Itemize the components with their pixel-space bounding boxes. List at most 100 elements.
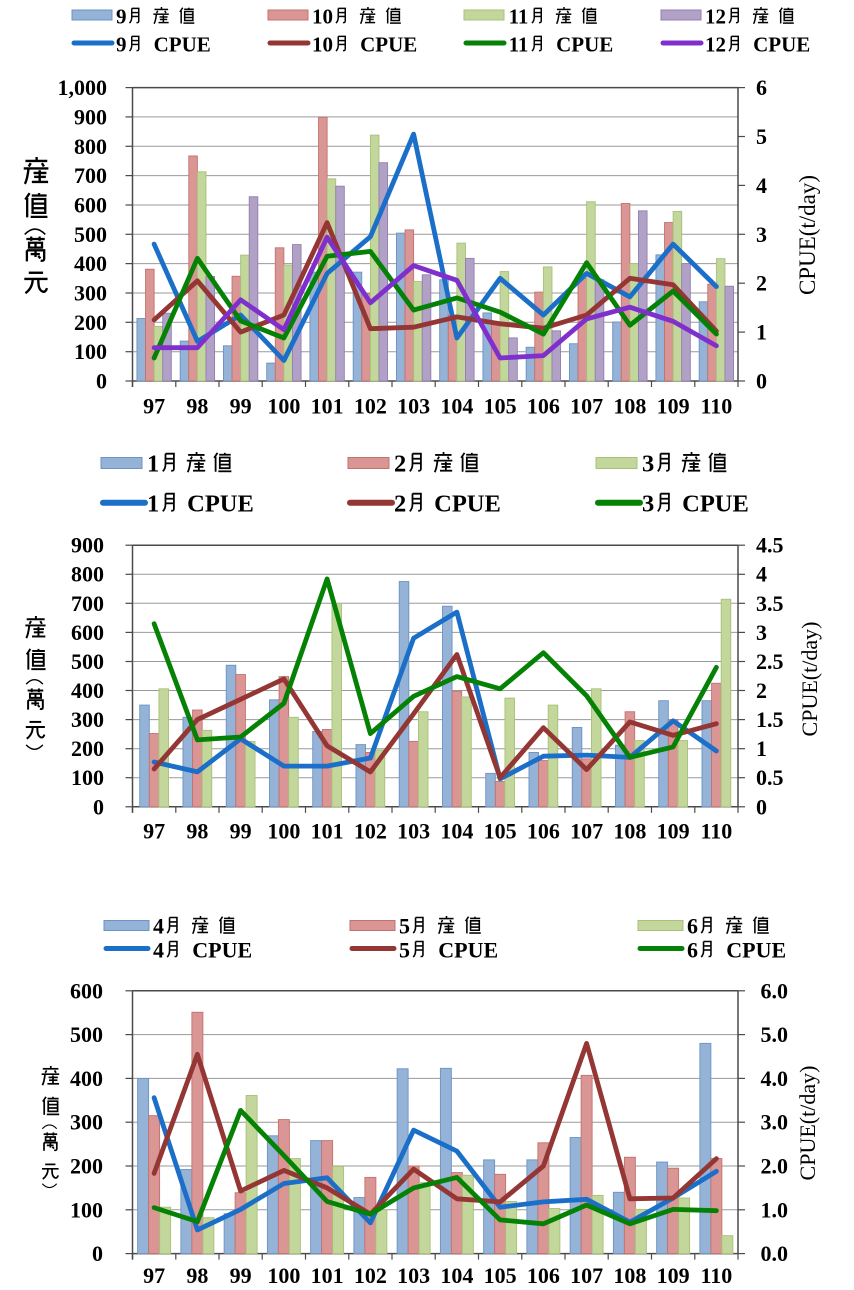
svg-text:102: 102 [354, 394, 387, 419]
svg-text:108: 108 [613, 394, 646, 419]
svg-text:CPUE: CPUE [192, 937, 252, 962]
svg-text:0: 0 [96, 369, 107, 394]
svg-text:3: 3 [756, 222, 767, 247]
svg-text:2: 2 [394, 451, 406, 478]
svg-text:97: 97 [143, 819, 165, 844]
svg-text:CPUE: CPUE [753, 33, 810, 57]
svg-text:100: 100 [70, 1197, 103, 1222]
svg-text:100: 100 [267, 1263, 300, 1288]
svg-text:4.5: 4.5 [756, 533, 784, 558]
svg-text:110: 110 [701, 394, 733, 419]
svg-text:108: 108 [613, 819, 646, 844]
svg-text:110: 110 [701, 819, 733, 844]
svg-text:CPUE: CPUE [726, 937, 786, 962]
svg-text:104: 104 [440, 394, 473, 419]
svg-text:5: 5 [399, 937, 410, 962]
svg-text:CPUE: CPUE [434, 491, 501, 518]
svg-text:CPUE(t/day): CPUE(t/day) [795, 1066, 820, 1181]
svg-text:CPUE(t/day): CPUE(t/day) [795, 175, 820, 295]
svg-text:99: 99 [230, 1263, 252, 1288]
svg-text:0: 0 [93, 794, 104, 819]
svg-text:12: 12 [705, 33, 726, 57]
svg-text:105: 105 [484, 394, 517, 419]
svg-text:1.5: 1.5 [756, 707, 784, 732]
svg-text:100: 100 [267, 819, 300, 844]
svg-text:110: 110 [701, 1263, 733, 1288]
svg-text:109: 109 [657, 394, 690, 419]
svg-text:12: 12 [705, 4, 726, 28]
svg-text:800: 800 [74, 134, 107, 159]
svg-text:105: 105 [484, 1263, 517, 1288]
svg-text:99: 99 [230, 394, 252, 419]
svg-text:4: 4 [756, 173, 767, 198]
svg-text:109: 109 [657, 1263, 690, 1288]
svg-text:10: 10 [312, 4, 333, 28]
svg-text:2.0: 2.0 [761, 1154, 789, 1179]
svg-text:3: 3 [642, 491, 654, 518]
svg-text:4.0: 4.0 [761, 1066, 789, 1091]
svg-text:CPUE: CPUE [360, 33, 417, 57]
svg-text:6.0: 6.0 [761, 978, 789, 1003]
svg-text:0.5: 0.5 [756, 765, 784, 790]
svg-text:100: 100 [74, 339, 107, 364]
svg-text:4: 4 [153, 913, 164, 938]
svg-text:300: 300 [70, 1110, 103, 1135]
svg-text:200: 200 [70, 1154, 103, 1179]
svg-text:97: 97 [143, 394, 165, 419]
svg-text:102: 102 [354, 819, 387, 844]
svg-text:1.0: 1.0 [761, 1197, 789, 1222]
svg-text:98: 98 [186, 394, 208, 419]
svg-text:103: 103 [397, 819, 430, 844]
svg-text:CPUE: CPUE [556, 33, 613, 57]
svg-text:2: 2 [394, 491, 406, 518]
svg-text:109: 109 [657, 819, 690, 844]
svg-text:500: 500 [74, 222, 107, 247]
svg-text:400: 400 [71, 678, 104, 703]
svg-text:104: 104 [440, 1263, 473, 1288]
svg-text:600: 600 [70, 978, 103, 1003]
svg-text:9: 9 [116, 4, 127, 28]
svg-text:300: 300 [74, 281, 107, 306]
svg-text:900: 900 [71, 533, 104, 558]
svg-text:300: 300 [71, 707, 104, 732]
svg-text:4: 4 [756, 562, 767, 587]
svg-text:600: 600 [71, 620, 104, 645]
svg-text:97: 97 [143, 1263, 165, 1288]
svg-text:104: 104 [440, 819, 473, 844]
svg-text:200: 200 [71, 736, 104, 761]
svg-text:9: 9 [116, 33, 127, 57]
svg-text:0: 0 [756, 369, 767, 394]
svg-text:400: 400 [74, 251, 107, 276]
svg-text:400: 400 [70, 1066, 103, 1091]
svg-text:0: 0 [756, 794, 767, 819]
svg-text:103: 103 [397, 394, 430, 419]
svg-text:100: 100 [267, 394, 300, 419]
svg-text:CPUE(t/day): CPUE(t/day) [797, 622, 822, 737]
svg-text:4: 4 [153, 937, 164, 962]
svg-text:3.0: 3.0 [761, 1110, 789, 1135]
svg-text:107: 107 [570, 819, 603, 844]
svg-text:100: 100 [71, 765, 104, 790]
svg-text:103: 103 [397, 1263, 430, 1288]
svg-text:106: 106 [527, 394, 560, 419]
svg-text:2: 2 [756, 678, 767, 703]
svg-text:3.5: 3.5 [756, 591, 784, 616]
svg-text:CPUE: CPUE [682, 491, 749, 518]
svg-text:600: 600 [74, 192, 107, 217]
svg-text:107: 107 [570, 1263, 603, 1288]
svg-text:102: 102 [354, 1263, 387, 1288]
svg-text:101: 101 [311, 1263, 344, 1288]
svg-text:700: 700 [74, 163, 107, 188]
svg-text:106: 106 [527, 819, 560, 844]
svg-text:105: 105 [484, 819, 517, 844]
svg-text:10: 10 [312, 33, 333, 57]
svg-text:0: 0 [92, 1241, 103, 1266]
svg-text:CPUE: CPUE [438, 937, 498, 962]
svg-text:2.5: 2.5 [756, 649, 784, 674]
svg-text:3: 3 [642, 451, 654, 478]
svg-text:200: 200 [74, 310, 107, 335]
svg-text:1: 1 [756, 736, 767, 761]
svg-text:98: 98 [186, 1263, 208, 1288]
svg-text:500: 500 [70, 1022, 103, 1047]
svg-text:500: 500 [71, 649, 104, 674]
